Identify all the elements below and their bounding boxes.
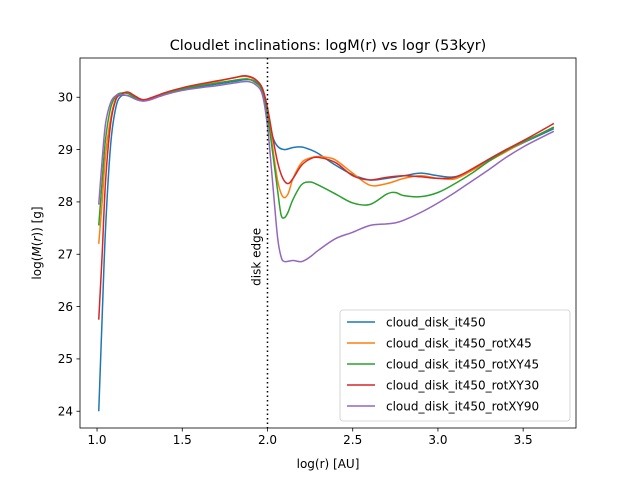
x-tick-label: 2.5	[343, 433, 362, 447]
x-tick-label: 1.5	[173, 433, 192, 447]
y-tick-label: 27	[58, 248, 73, 262]
y-axis-ticks: 24 25 26 27 28 29 30	[58, 91, 80, 419]
x-axis-ticks: 1.0 1.5 2.0 2.5 3.0 3.5	[87, 428, 533, 447]
x-tick-label: 3.0	[428, 433, 447, 447]
chart-title: Cloudlet inclinations: logM(r) vs logr (…	[170, 38, 487, 54]
y-tick-label: 29	[58, 143, 73, 157]
legend-label: cloud_disk_it450	[386, 315, 486, 329]
legend-label: cloud_disk_it450_rotXY45	[386, 357, 539, 371]
y-tick-label: 26	[58, 300, 73, 314]
y-tick-label: 25	[58, 352, 73, 366]
series-line-3	[98, 75, 555, 320]
legend-label: cloud_disk_it450_rotXY90	[386, 399, 539, 413]
y-tick-label: 24	[58, 405, 73, 419]
series-layer	[98, 75, 555, 412]
y-axis-label: log(M(r)) [g]	[30, 206, 44, 279]
plot-frame	[79, 57, 577, 429]
legend-label: cloud_disk_it450_rotXY30	[386, 378, 539, 392]
y-tick-label: 28	[58, 195, 73, 209]
x-tick-label: 2.0	[258, 433, 277, 447]
disk-edge-label: disk edge	[249, 228, 263, 286]
x-tick-label: 3.5	[514, 433, 533, 447]
series-line-4	[98, 80, 555, 263]
y-tick-label: 30	[58, 91, 73, 105]
x-axis-label: log(r) [AU]	[297, 457, 360, 471]
legend-label: cloud_disk_it450_rotX45	[386, 336, 532, 350]
x-tick-label: 1.0	[87, 433, 106, 447]
legend: cloud_disk_it450 cloud_disk_it450_rotX45c…	[339, 309, 571, 422]
series-line-2	[98, 78, 555, 226]
legend-box	[339, 309, 571, 422]
